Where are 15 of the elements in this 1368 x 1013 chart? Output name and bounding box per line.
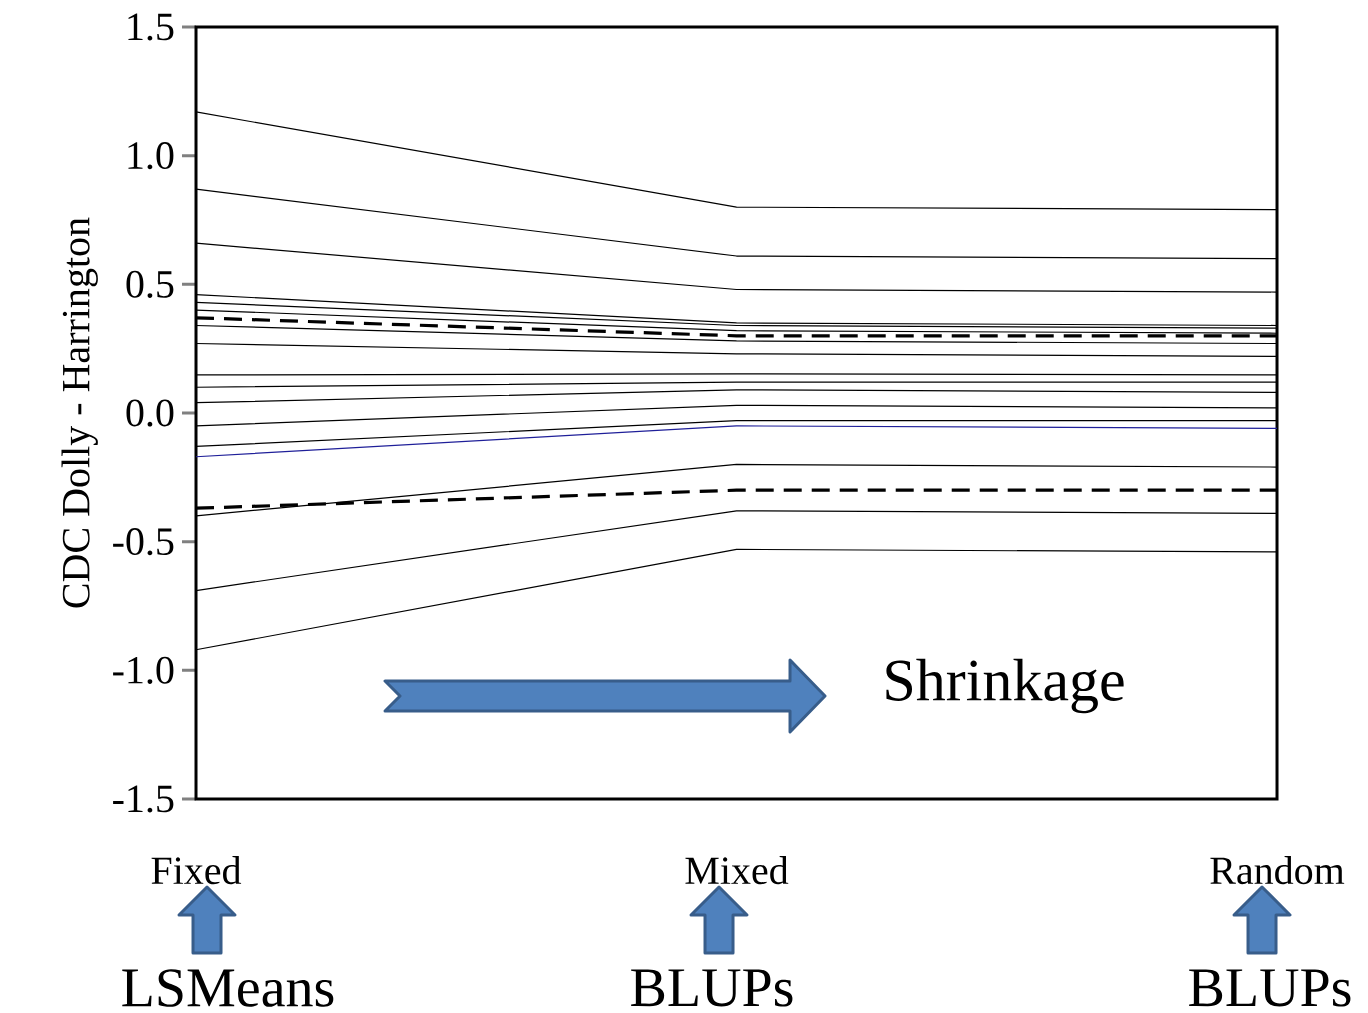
annotation: Shrinkage [886,658,1124,714]
x-tick-label: Random [1210,855,1345,884]
y-tick-label: -1.0 [113,656,174,684]
y-tick-label: 1.5 [128,13,174,41]
y-axis-title: CDC Dolly - Harrington [61,217,98,608]
y-tick-label: -1.5 [113,785,174,813]
text: BLUPs [1189,969,1351,1007]
x-tick-label: Mixed [685,855,789,884]
y-tick-label: 0.5 [126,270,174,298]
y-tick-label: 0.0 [126,399,174,427]
y-tick-label: 1.0 [128,141,174,170]
text: LSMeans [122,968,334,1007]
text: BLUPs [631,969,793,1007]
x-tick-label: Fixed [151,855,242,884]
y-tick-label: -0.5 [113,527,174,556]
